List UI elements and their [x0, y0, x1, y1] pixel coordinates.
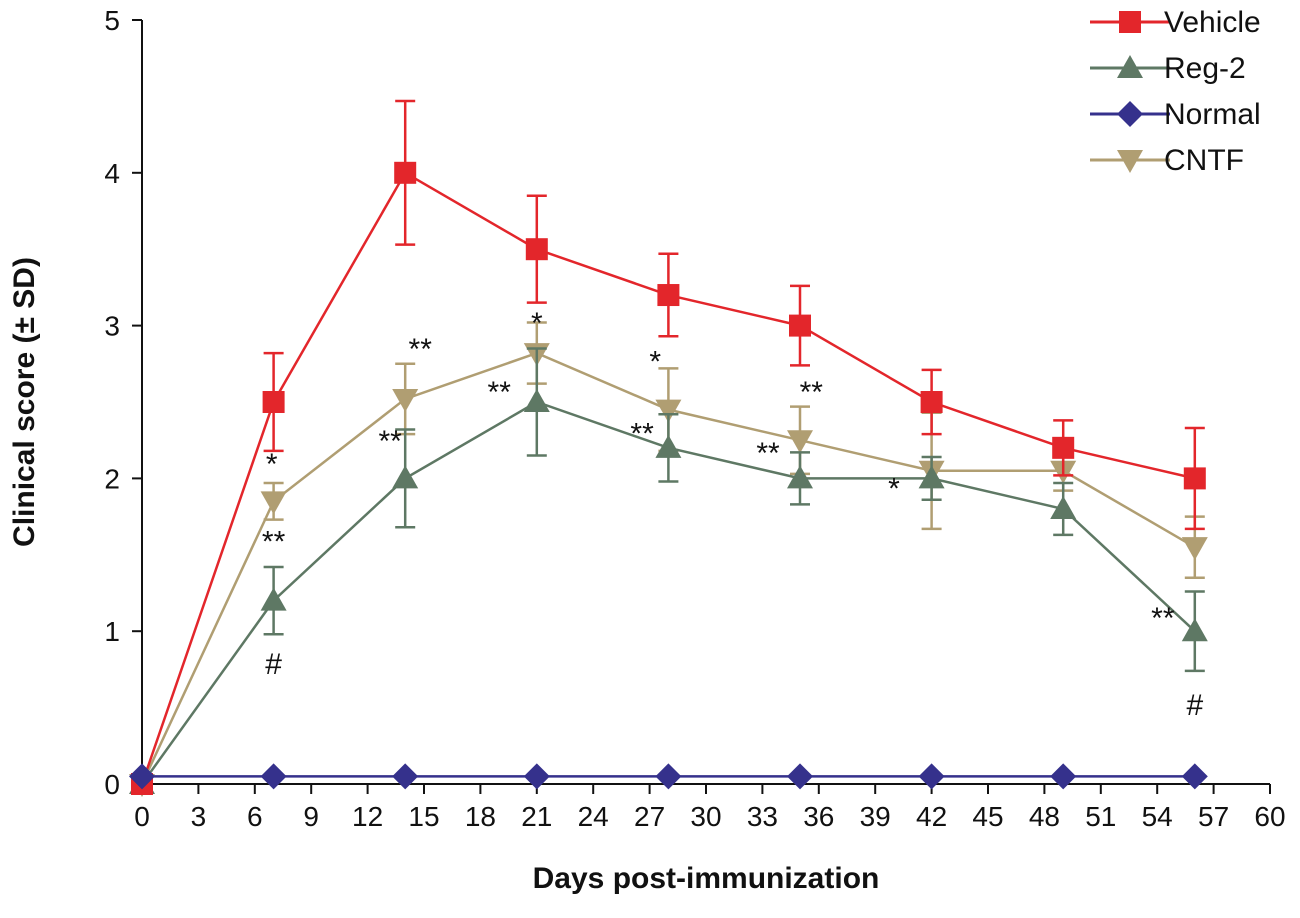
x-axis-title: Days post-immunization	[533, 862, 880, 895]
data-point	[1052, 436, 1075, 459]
x-tick-label: 51	[1085, 801, 1116, 832]
x-tick-label: 15	[408, 801, 439, 832]
annotations: ***#*****************#	[262, 307, 1204, 722]
data-point	[655, 434, 682, 458]
significance-mark: **	[630, 417, 654, 450]
series-vehicle	[131, 99, 1206, 795]
data-point	[394, 161, 417, 184]
data-point	[523, 763, 550, 790]
x-tick-label: 57	[1198, 801, 1229, 832]
legend-marker	[1117, 101, 1143, 127]
series-normal	[129, 763, 1208, 790]
y-tick-label: 4	[104, 158, 120, 189]
significance-mark: **	[488, 376, 512, 409]
x-tick-label: 21	[521, 801, 552, 832]
series-cntf	[129, 321, 1208, 797]
data-point	[918, 465, 945, 489]
x-tick-label: 60	[1254, 801, 1285, 832]
legend-item-normal: Normal	[1090, 98, 1261, 131]
y-axis-title: Clinical score (± SD)	[8, 257, 41, 547]
legend: Vehicle Reg-2 Normal CNTF	[1090, 6, 1261, 177]
data-point	[657, 284, 680, 307]
x-tick-label: 6	[247, 801, 263, 832]
data-point	[260, 587, 287, 611]
x-tick-label: 30	[690, 801, 721, 832]
data-point	[262, 391, 285, 413]
plot-area	[129, 99, 1208, 797]
data-point	[392, 763, 419, 790]
y-tick-label: 5	[104, 5, 120, 36]
data-point	[525, 238, 548, 261]
legend-marker	[1117, 150, 1143, 173]
data-point	[655, 763, 682, 790]
x-tick-label: 24	[578, 801, 609, 832]
x-tick-label: 12	[352, 801, 383, 832]
x-tick-label: 36	[803, 801, 834, 832]
legend-marker	[1117, 55, 1143, 78]
x-tick-label: 0	[134, 801, 150, 832]
data-point	[920, 391, 943, 413]
data-point	[1181, 537, 1208, 561]
legend-item-vehicle: Vehicle	[1090, 6, 1261, 39]
data-point	[787, 465, 813, 489]
data-point	[918, 763, 945, 790]
significance-mark: **	[800, 376, 824, 409]
x-tick-label: 18	[465, 801, 496, 832]
data-point	[789, 314, 811, 337]
significance-mark: **	[1151, 602, 1175, 635]
significance-mark: **	[756, 437, 780, 470]
x-tick-label: 45	[972, 801, 1003, 832]
data-point	[260, 763, 287, 790]
y-tick-label: 0	[104, 769, 120, 800]
significance-mark: **	[409, 333, 433, 366]
y-tick-label: 2	[104, 463, 120, 494]
legend-marker	[1119, 11, 1141, 33]
series-reg-2	[129, 347, 1208, 794]
axes: 0 3 6 9 12 15 18 21 24 27 30 33 36 39 42 45 48 51 54 57 6001…	[104, 5, 1285, 832]
significance-mark: *	[531, 307, 543, 340]
data-point	[787, 763, 813, 790]
x-tick-label: 54	[1142, 801, 1173, 832]
data-point	[1181, 763, 1208, 790]
data-point	[1183, 467, 1206, 490]
legend-item-reg-2: Reg-2	[1090, 52, 1246, 85]
y-tick-label: 1	[104, 616, 120, 647]
legend-label: Reg-2	[1164, 52, 1246, 85]
y-tick-label: 3	[104, 311, 120, 342]
data-point	[392, 388, 419, 412]
significance-mark: *	[649, 345, 661, 378]
significance-mark: *	[266, 448, 278, 481]
significance-mark: **	[378, 425, 402, 458]
significance-mark: #	[1186, 689, 1203, 722]
data-point	[787, 430, 813, 454]
x-tick-label: 27	[634, 801, 665, 832]
significance-mark: **	[262, 526, 286, 559]
data-point	[1050, 763, 1077, 790]
x-tick-label: 39	[860, 801, 891, 832]
legend-label: CNTF	[1164, 144, 1244, 177]
x-tick-label: 3	[191, 801, 207, 832]
data-point	[260, 491, 287, 515]
data-point	[655, 399, 682, 423]
legend-label: Vehicle	[1164, 6, 1261, 39]
x-tick-label: 9	[303, 801, 319, 832]
data-point	[1050, 495, 1077, 519]
significance-mark: #	[265, 648, 282, 681]
data-point	[129, 763, 155, 790]
legend-label: Normal	[1164, 98, 1261, 131]
significance-mark: *	[888, 472, 900, 505]
legend-item-cntf: CNTF	[1090, 144, 1244, 177]
data-point	[1181, 618, 1208, 642]
x-tick-label: 42	[916, 801, 947, 832]
data-point	[523, 389, 550, 412]
x-tick-label: 33	[747, 801, 778, 832]
x-tick-label: 48	[1029, 801, 1060, 832]
data-point	[392, 465, 419, 489]
